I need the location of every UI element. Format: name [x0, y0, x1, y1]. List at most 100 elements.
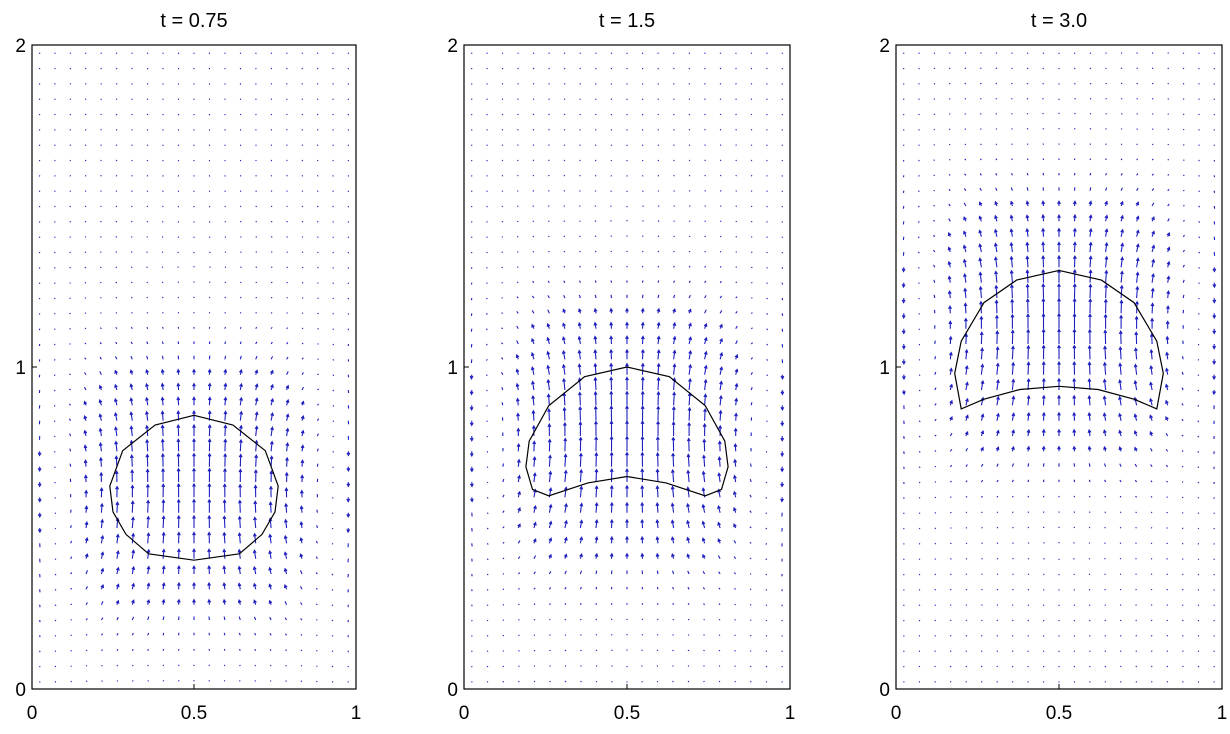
velocity-arrow: [533, 252, 534, 253]
velocity-arrow: [1043, 83, 1044, 84]
velocity-arrow: [85, 129, 86, 130]
velocity-arrow: [85, 328, 86, 329]
velocity-arrow: [1183, 53, 1184, 54]
velocity-arrow: [503, 635, 504, 636]
velocity-arrow: [287, 68, 288, 69]
velocity-arrow: [116, 206, 117, 207]
velocity-arrow: [487, 160, 488, 161]
velocity-arrow: [919, 467, 920, 468]
velocity-arrow: [55, 298, 56, 299]
velocity-arrow: [720, 145, 721, 146]
velocity-arrow: [705, 68, 706, 69]
velocity-arrow: [1198, 559, 1199, 560]
x-tick-label: 1: [785, 703, 796, 724]
velocity-arrow: [100, 237, 101, 238]
velocity-arrow: [55, 559, 56, 560]
velocity-arrow: [751, 145, 752, 146]
velocity-arrow: [919, 421, 920, 422]
velocity-arrow: [54, 390, 55, 391]
velocity-arrow: [316, 604, 317, 605]
velocity-arrow: [131, 237, 132, 238]
velocity-arrow: [163, 327, 164, 329]
velocity-arrow: [502, 221, 503, 222]
velocity-arrow: [287, 129, 288, 130]
velocity-arrow: [1120, 605, 1121, 606]
velocity-arrow: [256, 99, 257, 100]
velocity-arrow: [689, 129, 690, 130]
velocity-arrow: [487, 237, 488, 238]
velocity-arrow: [1182, 559, 1183, 560]
velocity-arrow: [287, 206, 288, 207]
velocity-arrow: [565, 635, 566, 636]
velocity-arrow: [1136, 589, 1137, 590]
velocity-arrow: [1044, 574, 1045, 575]
velocity-arrow: [70, 298, 71, 299]
velocity-arrow: [935, 356, 936, 359]
velocity-arrow: [704, 619, 705, 620]
velocity-arrow: [767, 160, 768, 161]
velocity-arrow: [751, 114, 752, 115]
velocity-arrow: [1027, 83, 1028, 84]
velocity-arrow: [1106, 144, 1107, 145]
velocity-arrow: [116, 114, 117, 115]
velocity-arrow: [70, 68, 71, 69]
velocity-arrow: [240, 175, 241, 176]
velocity-arrow: [705, 251, 706, 252]
velocity-arrow: [487, 681, 488, 682]
velocity-arrow: [271, 114, 272, 115]
velocity-arrow: [549, 145, 550, 146]
velocity-arrow: [302, 237, 303, 238]
velocity-arrow: [518, 145, 519, 146]
velocity-arrow: [564, 160, 565, 161]
velocity-arrow: [1167, 605, 1168, 606]
velocity-arrow: [981, 528, 982, 529]
velocity-arrow: [271, 145, 272, 146]
velocity-arrow: [256, 175, 257, 176]
velocity-arrow: [950, 666, 951, 667]
velocity-arrow: [116, 99, 117, 100]
velocity-arrow: [147, 175, 148, 176]
velocity-arrow: [487, 497, 488, 498]
velocity-arrow: [55, 528, 56, 529]
velocity-arrow: [689, 114, 690, 115]
velocity-arrow: [162, 282, 163, 283]
velocity-arrow: [980, 53, 981, 54]
x-tick-label: 0.5: [181, 703, 207, 724]
velocity-arrow: [85, 237, 86, 238]
velocity-arrow: [549, 68, 550, 69]
velocity-arrow: [85, 145, 86, 146]
y-tick-label: 2: [879, 36, 890, 57]
velocity-arrow: [919, 605, 920, 606]
x-tick-label: 0.5: [1046, 703, 1072, 724]
velocity-arrow: [1028, 463, 1029, 466]
velocity-arrow: [518, 114, 519, 115]
velocity-arrow: [579, 191, 580, 192]
velocity-arrow: [517, 191, 518, 192]
velocity-arrow: [1199, 252, 1200, 253]
velocity-arrow: [1151, 666, 1152, 667]
velocity-arrow: [674, 145, 675, 146]
velocity-arrow: [935, 543, 936, 544]
velocity-arrow: [85, 99, 86, 100]
velocity-arrow: [116, 160, 117, 161]
velocity-arrow: [1198, 528, 1199, 529]
velocity-arrow: [750, 558, 751, 559]
velocity-arrow: [316, 588, 317, 589]
velocity-arrow: [209, 237, 210, 238]
velocity-arrow: [101, 114, 102, 115]
velocity-arrow: [564, 145, 565, 146]
velocity-arrow: [502, 99, 503, 100]
velocity-arrow: [332, 620, 333, 621]
velocity-arrow: [596, 603, 597, 605]
velocity-arrow: [1043, 68, 1044, 69]
velocity-arrow: [518, 83, 519, 84]
velocity-arrow: [86, 650, 87, 651]
velocity-arrow: [1105, 666, 1106, 667]
velocity-arrow: [658, 175, 659, 176]
velocity-arrow: [1105, 512, 1106, 513]
velocity-arrow: [101, 175, 102, 176]
velocity-arrow: [487, 267, 488, 268]
velocity-arrow: [225, 327, 226, 329]
velocity-arrow: [612, 650, 613, 651]
